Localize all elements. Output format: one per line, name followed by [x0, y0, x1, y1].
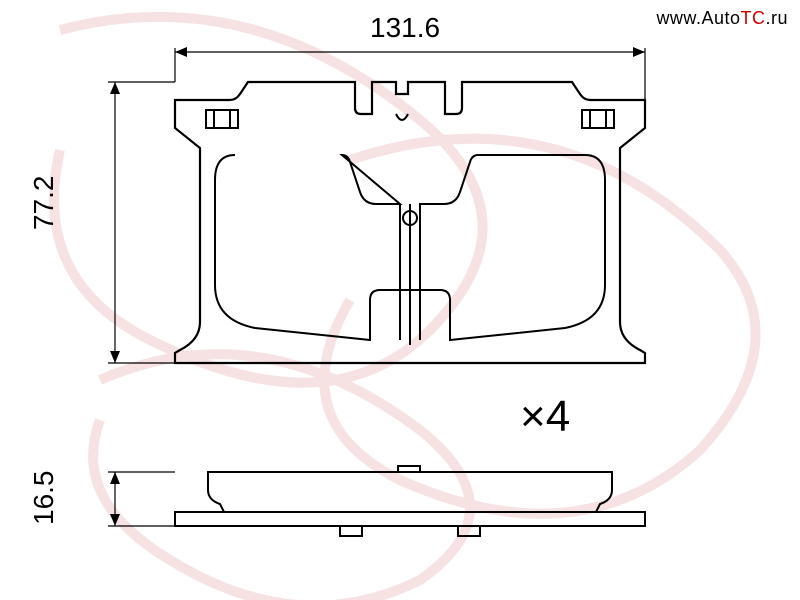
dim-width-label: 131.6: [370, 12, 440, 44]
mounting-holes: [206, 110, 614, 128]
quantity-label: ×4: [520, 392, 570, 442]
dim-thickness-label: 16.5: [28, 471, 60, 526]
brake-pad-drawing: [0, 0, 800, 600]
side-view: [175, 466, 645, 536]
top-center-notch: [396, 114, 408, 120]
dim-height-label: 77.2: [28, 176, 60, 231]
dimension-lines: [108, 47, 645, 526]
